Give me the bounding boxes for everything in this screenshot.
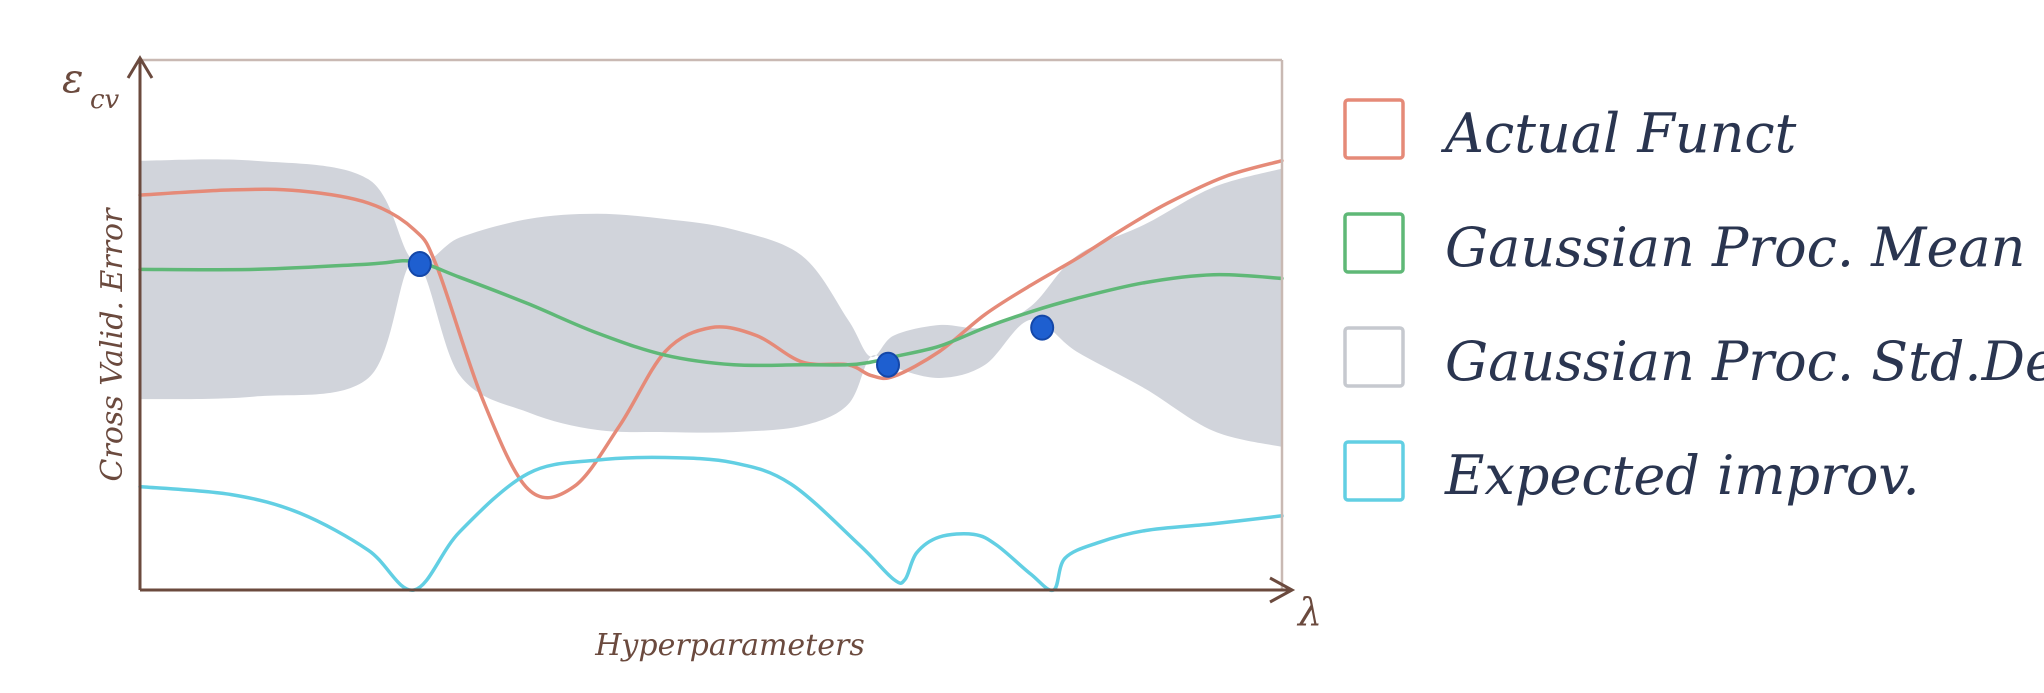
series-line-expected-improv xyxy=(138,455,1284,593)
y-axis-label: Cross Valid. Error xyxy=(95,207,130,482)
legend-label: Gaussian Proc. Std.Dev. xyxy=(1445,330,2044,393)
x-axis-symbol: λ xyxy=(1296,590,1322,634)
legend-label: Expected improv. xyxy=(1444,444,1920,507)
axes: ε cv λ Cross Valid. Error Hyperparameter… xyxy=(62,55,1322,663)
legend-swatch xyxy=(1343,326,1405,388)
x-axis-label: Hyperparameters xyxy=(594,628,864,663)
legend-swatch xyxy=(1343,98,1405,160)
y-axis-subscript: cv xyxy=(90,85,120,115)
y-axis-symbol: ε xyxy=(62,56,83,102)
legend-label: Actual Funct xyxy=(1440,102,1797,165)
series-line-actual-funct xyxy=(138,158,1284,500)
legend-swatch xyxy=(1343,212,1405,274)
x-axis-arrow xyxy=(1269,576,1296,604)
observation-point xyxy=(876,351,901,378)
legend-swatch xyxy=(1343,440,1405,502)
observation-point xyxy=(407,251,432,278)
y-axis-arrow xyxy=(126,55,154,79)
std-dev-band xyxy=(140,159,1282,447)
legend-label: Gaussian Proc. Mean xyxy=(1445,216,2025,279)
observation-point xyxy=(1030,314,1055,341)
plot-area xyxy=(138,158,1284,593)
legend: Actual Funct Gaussian Proc. Mean Gaussian … xyxy=(1343,98,2044,507)
